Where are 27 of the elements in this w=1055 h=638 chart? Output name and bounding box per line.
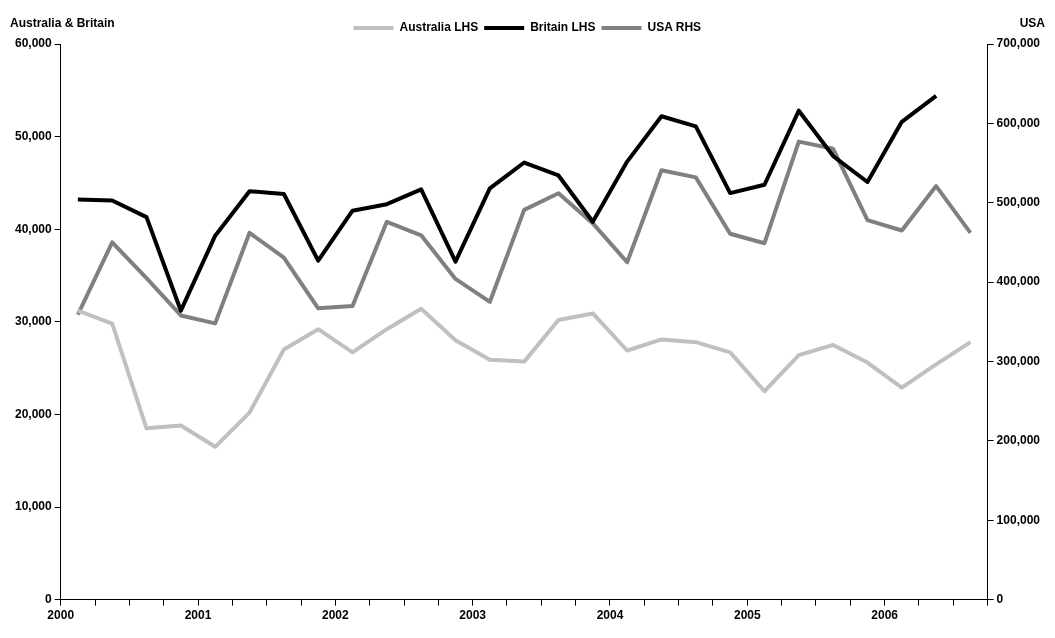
y-tick-label: 30,000 [15, 314, 53, 329]
legend-label: Britain LHS [530, 20, 596, 35]
y2-tick-label: 400,000 [996, 274, 1041, 289]
x-tick-label: 2000 [47, 608, 75, 623]
y2-tick-label: 700,000 [996, 36, 1041, 51]
x-tick-label: 2006 [871, 608, 899, 623]
y-tick-label: 60,000 [15, 36, 53, 51]
y-tick-label: 20,000 [15, 406, 53, 421]
y2-tick-label: 200,000 [996, 433, 1041, 448]
y-tick-label: 10,000 [15, 499, 53, 514]
y2-tick-label: 0 [996, 591, 1004, 606]
y-tick-label: 50,000 [15, 128, 53, 143]
y2-tick-label: 300,000 [996, 353, 1041, 368]
legend-label: USA RHS [647, 20, 702, 35]
y2-tick-label: 100,000 [996, 512, 1041, 527]
y2-tick-label: 600,000 [996, 115, 1041, 130]
y-tick-label: 0 [45, 591, 53, 606]
y2-axis-title: USA [1019, 16, 1046, 31]
x-tick-label: 2001 [184, 608, 212, 623]
x-tick-label: 2003 [459, 608, 487, 623]
y-axis-title: Australia & Britain [10, 16, 115, 31]
x-tick-label: 2005 [733, 608, 761, 623]
x-tick-label: 2004 [596, 608, 624, 623]
legend-label: Australia LHS [399, 20, 479, 35]
y-tick-label: 40,000 [15, 221, 53, 236]
y2-tick-label: 500,000 [996, 195, 1041, 210]
x-tick-label: 2002 [321, 608, 350, 623]
